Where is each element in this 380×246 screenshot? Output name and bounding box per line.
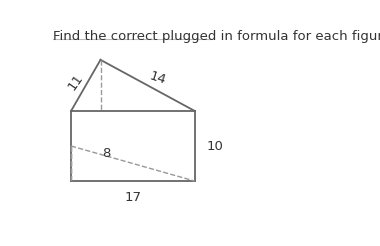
- Text: 17: 17: [124, 191, 141, 204]
- Text: 14: 14: [148, 69, 168, 87]
- Text: Find the correct plugged in formula for each figure.: Find the correct plugged in formula for …: [53, 31, 380, 44]
- Text: 10: 10: [207, 139, 223, 153]
- Text: 8: 8: [102, 147, 111, 160]
- Text: 11: 11: [65, 71, 86, 92]
